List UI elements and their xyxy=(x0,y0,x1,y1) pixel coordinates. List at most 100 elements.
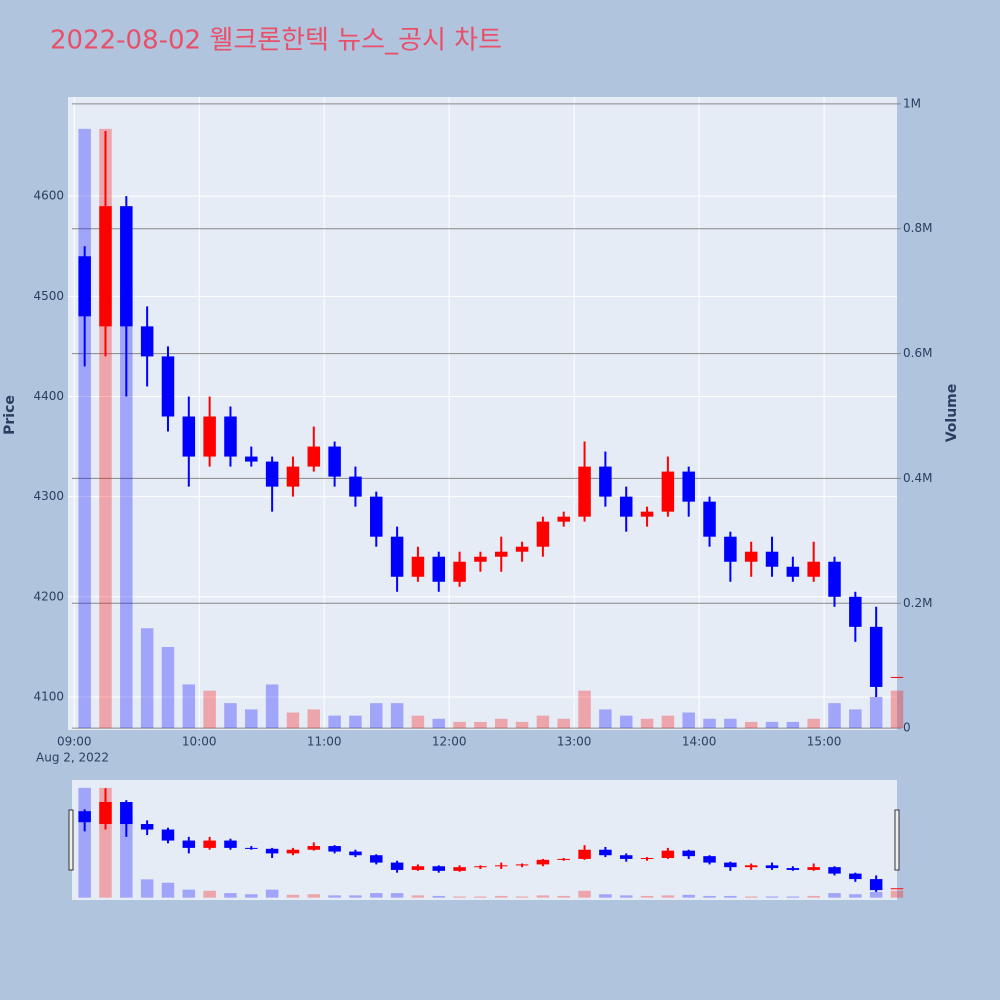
candle-body xyxy=(265,848,279,854)
candle-body xyxy=(453,867,466,871)
candle-body xyxy=(99,802,112,825)
candle-body xyxy=(890,676,904,678)
candle-body xyxy=(390,862,404,870)
volume-bar xyxy=(494,718,508,729)
candle-body xyxy=(328,446,341,477)
y2-tick-label: 0 xyxy=(903,721,911,735)
candle-body xyxy=(349,476,362,497)
slider-handle[interactable] xyxy=(894,809,900,871)
candle-body xyxy=(182,840,196,848)
candle-body xyxy=(78,256,91,317)
candle-body xyxy=(140,824,154,830)
candle-body xyxy=(786,868,800,870)
candle-body xyxy=(474,556,487,562)
volume-bar xyxy=(578,690,591,729)
slider-handle[interactable] xyxy=(68,809,74,871)
volume-bar xyxy=(370,893,383,898)
candle-body xyxy=(557,516,570,522)
volume-bar xyxy=(265,889,279,898)
candle-body xyxy=(182,416,196,457)
volume-bar xyxy=(390,703,404,729)
volume-bar xyxy=(140,628,154,729)
volume-bar xyxy=(515,721,529,729)
volume-bar xyxy=(182,684,196,729)
volume-bar xyxy=(515,896,529,898)
volume-bar xyxy=(182,889,196,898)
volume-bar xyxy=(453,721,466,729)
volume-bar xyxy=(786,896,800,898)
candle-body xyxy=(807,561,820,577)
candle-body xyxy=(120,802,133,825)
volume-bar xyxy=(307,894,321,898)
y2-tick-label: 0.2M xyxy=(903,596,932,610)
candle-body xyxy=(786,566,800,577)
plot-area xyxy=(68,97,897,730)
volume-bar xyxy=(703,895,716,898)
volume-bar xyxy=(453,896,466,898)
volume-bar xyxy=(849,709,862,729)
y2-tick-label: 0.4M xyxy=(903,471,932,485)
y-tick-label: 4400 xyxy=(33,389,64,403)
volume-bar xyxy=(140,879,154,898)
volume-bar xyxy=(786,721,800,729)
candle-body xyxy=(99,206,112,327)
candle-body xyxy=(828,867,841,874)
volume-bar xyxy=(474,721,487,729)
volume-bar xyxy=(307,709,321,729)
candle-body xyxy=(703,501,716,537)
candle-body xyxy=(328,846,341,852)
candle-body xyxy=(120,206,133,327)
volume-bar xyxy=(432,718,446,729)
candle-body xyxy=(724,862,737,868)
x-tick-label: 14:00 xyxy=(682,735,717,749)
volume-bar xyxy=(599,709,612,729)
candle-body xyxy=(515,864,529,866)
volume-bar xyxy=(161,882,175,898)
candle-body xyxy=(703,856,716,863)
y-tick-label: 4200 xyxy=(33,589,64,603)
volume-bar xyxy=(703,718,716,729)
y2-tick-label: 0.8M xyxy=(903,221,932,235)
volume-bar xyxy=(578,890,591,898)
candle-body xyxy=(578,849,591,859)
candle-body xyxy=(224,840,237,848)
volume-bar xyxy=(78,128,91,729)
candle-body xyxy=(474,866,487,868)
candle-body xyxy=(307,846,321,850)
candle-body xyxy=(724,536,737,562)
volume-bar xyxy=(890,890,904,898)
candle-body xyxy=(245,847,258,849)
candle-body xyxy=(599,466,612,497)
volume-bar xyxy=(349,715,362,729)
volume-bar xyxy=(661,895,675,898)
x-tick-label: 15:00 xyxy=(807,735,842,749)
candle-body xyxy=(640,511,654,517)
candle-body xyxy=(453,561,466,582)
volume-bar xyxy=(286,712,300,729)
candle-body xyxy=(849,873,862,880)
volume-bar xyxy=(432,895,446,898)
volume-bar xyxy=(724,718,737,729)
volume-bar xyxy=(869,696,883,729)
x-tick-label: 12:00 xyxy=(432,735,467,749)
candle-body xyxy=(349,851,362,856)
candle-body xyxy=(744,551,758,562)
volume-bar xyxy=(411,895,425,898)
candle-body xyxy=(682,850,695,857)
x-tick-label: 10:00 xyxy=(182,735,217,749)
volume-bar xyxy=(328,715,341,729)
candle-body xyxy=(536,521,550,547)
range-slider[interactable] xyxy=(72,780,897,900)
candle-body xyxy=(536,859,550,865)
volume-bar xyxy=(807,718,820,729)
y2-tick-label: 0.6M xyxy=(903,346,932,360)
volume-bar xyxy=(120,291,133,729)
y-axis-title: Price xyxy=(2,395,18,435)
y2-axis-title: Volume xyxy=(944,384,960,443)
volume-bar xyxy=(619,895,633,898)
candle-body xyxy=(890,888,904,890)
candle-body xyxy=(307,446,321,467)
candle-body xyxy=(661,471,675,512)
volume-bar xyxy=(265,684,279,729)
